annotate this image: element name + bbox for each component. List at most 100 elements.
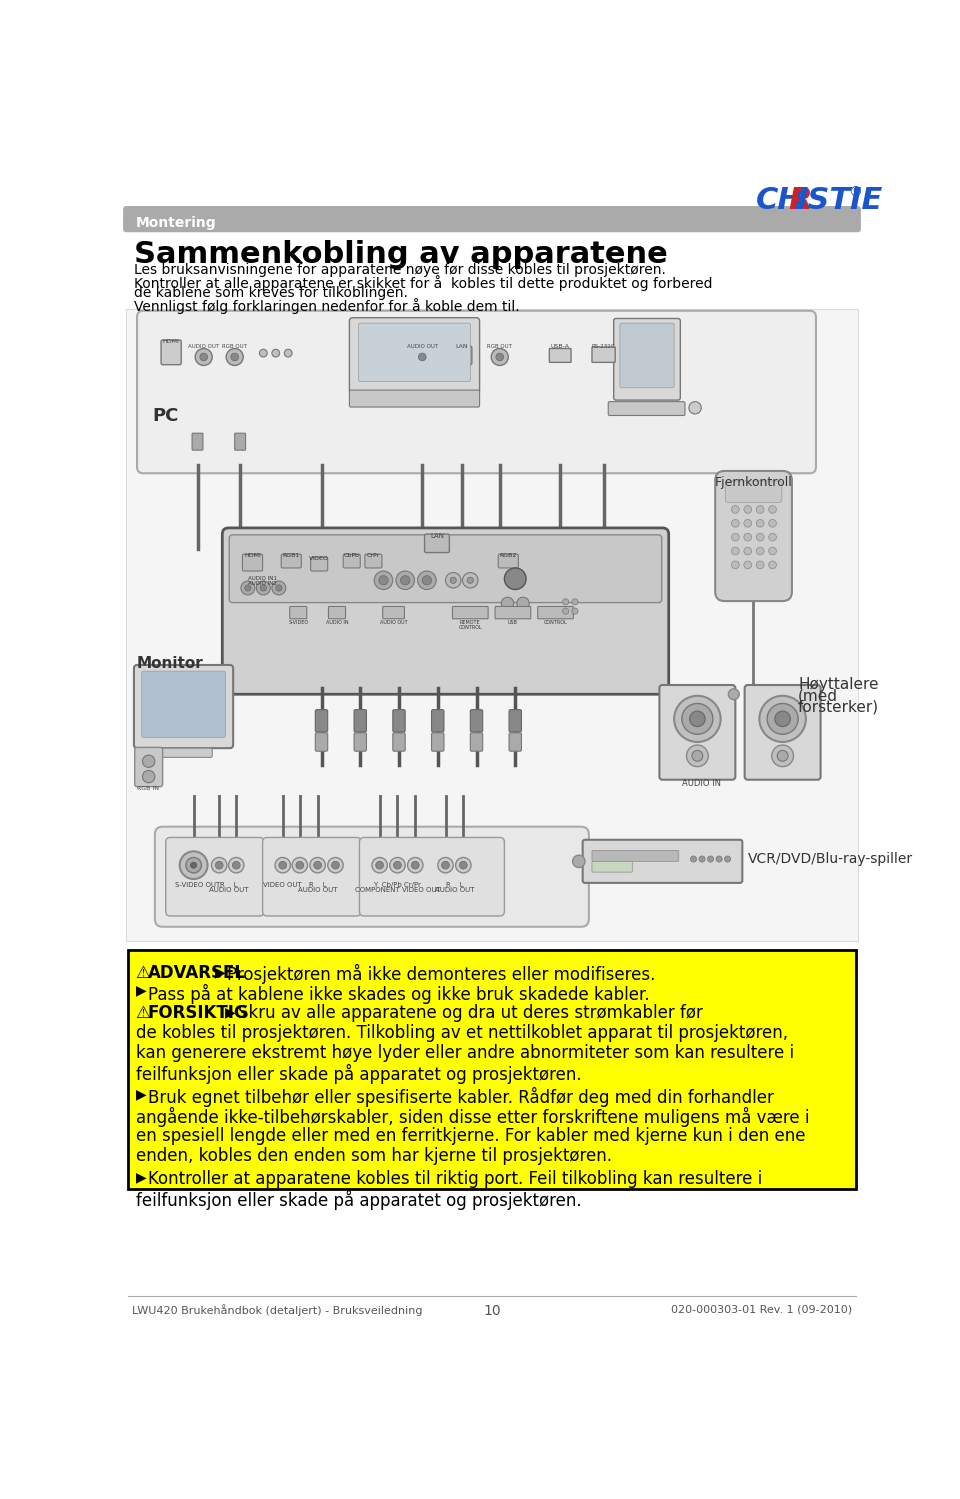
FancyBboxPatch shape	[745, 685, 821, 779]
Circle shape	[211, 857, 227, 872]
Circle shape	[375, 862, 383, 869]
Text: AUDIO OUT: AUDIO OUT	[380, 619, 407, 625]
FancyBboxPatch shape	[592, 850, 679, 862]
Text: R    L: R L	[309, 881, 326, 887]
Text: ®: ®	[849, 186, 862, 199]
Circle shape	[775, 711, 790, 727]
Circle shape	[245, 585, 251, 591]
Circle shape	[572, 609, 578, 615]
Circle shape	[744, 561, 752, 568]
Circle shape	[419, 354, 426, 361]
Circle shape	[195, 348, 212, 366]
Circle shape	[699, 856, 706, 862]
Text: Prosjektøren må ikke demonteres eller modifiseres.: Prosjektøren må ikke demonteres eller mo…	[227, 964, 656, 983]
Text: Monitor: Monitor	[137, 655, 204, 670]
Circle shape	[445, 573, 461, 588]
Circle shape	[572, 598, 578, 606]
Text: VIDEO OUT: VIDEO OUT	[263, 881, 302, 887]
Circle shape	[716, 856, 722, 862]
Text: S-VIDEO OUT: S-VIDEO OUT	[175, 881, 220, 887]
FancyBboxPatch shape	[155, 748, 212, 757]
Circle shape	[769, 561, 777, 568]
FancyBboxPatch shape	[509, 733, 521, 751]
Circle shape	[682, 703, 713, 735]
Circle shape	[756, 505, 764, 513]
Text: S-VIDEO: S-VIDEO	[288, 619, 308, 625]
FancyBboxPatch shape	[142, 672, 226, 738]
Text: enden, kobles den enden som har kjerne til prosjektøren.: enden, kobles den enden som har kjerne t…	[135, 1147, 612, 1165]
FancyBboxPatch shape	[349, 318, 480, 393]
Circle shape	[690, 856, 697, 862]
FancyBboxPatch shape	[583, 839, 742, 883]
Text: AUDIO OUT: AUDIO OUT	[435, 887, 474, 893]
Circle shape	[689, 711, 706, 727]
Circle shape	[272, 582, 286, 595]
FancyBboxPatch shape	[470, 733, 483, 751]
Circle shape	[759, 696, 805, 742]
FancyBboxPatch shape	[315, 709, 327, 732]
FancyBboxPatch shape	[155, 826, 588, 926]
FancyBboxPatch shape	[725, 481, 781, 502]
Text: 10: 10	[483, 1304, 501, 1318]
FancyBboxPatch shape	[349, 390, 480, 408]
Text: PC: PC	[153, 408, 179, 426]
Circle shape	[412, 862, 420, 869]
Circle shape	[692, 751, 703, 761]
Text: REMOTE
CONTROL: REMOTE CONTROL	[459, 619, 482, 631]
Text: AUDIO OUT: AUDIO OUT	[208, 887, 249, 893]
FancyBboxPatch shape	[538, 607, 573, 619]
Text: VIDEO: VIDEO	[309, 556, 329, 561]
Circle shape	[496, 354, 504, 361]
Circle shape	[778, 751, 788, 761]
Text: AUDIO IN2: AUDIO IN2	[248, 582, 276, 586]
Circle shape	[284, 349, 292, 357]
Circle shape	[450, 577, 456, 583]
Circle shape	[256, 582, 271, 595]
FancyBboxPatch shape	[432, 709, 444, 732]
FancyBboxPatch shape	[365, 555, 382, 568]
Text: (med: (med	[798, 688, 838, 703]
Text: de kablene som kreves for tilkoblingen.: de kablene som kreves for tilkoblingen.	[134, 286, 408, 300]
FancyBboxPatch shape	[424, 534, 449, 553]
Circle shape	[438, 857, 453, 872]
Circle shape	[744, 520, 752, 528]
Circle shape	[501, 597, 514, 610]
Text: RGB IN: RGB IN	[137, 785, 159, 791]
Circle shape	[422, 576, 432, 585]
Text: forsterker): forsterker)	[798, 700, 879, 715]
Text: AUDIO IN: AUDIO IN	[682, 779, 721, 788]
FancyBboxPatch shape	[192, 433, 203, 450]
Circle shape	[725, 856, 731, 862]
FancyBboxPatch shape	[354, 733, 367, 751]
Circle shape	[228, 857, 244, 872]
Text: Høyttalere: Høyttalere	[798, 676, 878, 691]
Circle shape	[180, 851, 207, 878]
Circle shape	[756, 534, 764, 541]
Text: ▶: ▶	[135, 1171, 146, 1184]
Circle shape	[744, 547, 752, 555]
Text: RGB2: RGB2	[499, 553, 517, 558]
Circle shape	[468, 577, 473, 583]
Text: Sammenkobling av apparatene: Sammenkobling av apparatene	[134, 240, 668, 268]
Text: angående ikke-tilbehørskabler, siden disse etter forskriftene muligens må være i: angående ikke-tilbehørskabler, siden dis…	[135, 1106, 809, 1127]
FancyBboxPatch shape	[344, 555, 360, 568]
Circle shape	[331, 862, 339, 869]
Text: AUDIO OUT: AUDIO OUT	[407, 343, 438, 349]
Text: AUDIO IN: AUDIO IN	[325, 619, 348, 625]
Circle shape	[232, 862, 240, 869]
Circle shape	[732, 534, 739, 541]
FancyBboxPatch shape	[263, 838, 361, 916]
FancyBboxPatch shape	[613, 318, 681, 400]
FancyBboxPatch shape	[660, 685, 735, 779]
Text: RS-232C: RS-232C	[592, 343, 615, 349]
Text: ▶: ▶	[214, 965, 226, 979]
Circle shape	[414, 348, 431, 366]
Text: 020-000303-01 Rev. 1 (09-2010): 020-000303-01 Rev. 1 (09-2010)	[671, 1304, 852, 1315]
FancyBboxPatch shape	[359, 324, 470, 382]
Text: CrPr: CrPr	[367, 553, 380, 558]
Circle shape	[769, 520, 777, 528]
Text: CH: CH	[756, 186, 804, 214]
Circle shape	[227, 348, 243, 366]
Circle shape	[732, 505, 739, 513]
Circle shape	[769, 505, 777, 513]
